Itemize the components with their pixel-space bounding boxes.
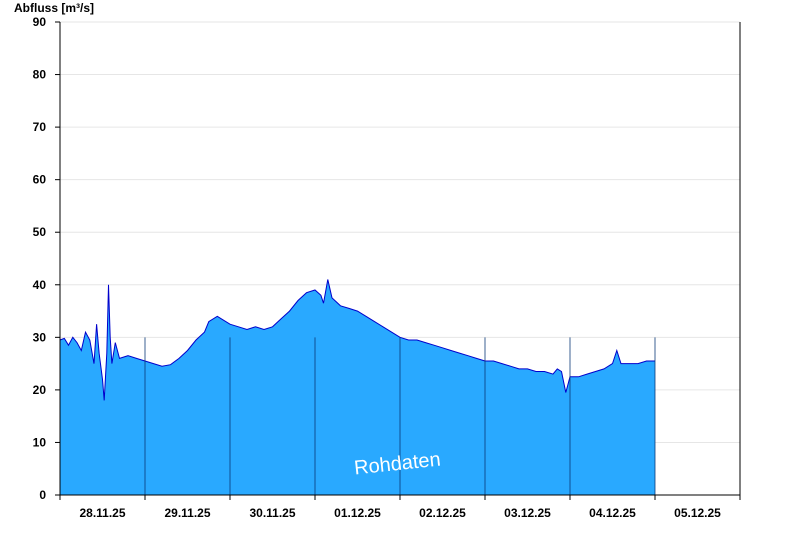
x-tick-label: 02.12.25 [419, 506, 466, 520]
y-tick-label: 60 [33, 173, 47, 187]
y-tick-label: 30 [33, 330, 47, 344]
x-tick-label: 29.11.25 [164, 506, 210, 520]
x-tick-label: 05.12.25 [674, 506, 721, 520]
y-tick-label: 70 [33, 120, 47, 134]
y-tick-label: 80 [33, 68, 47, 82]
x-tick-label: 30.11.25 [249, 506, 295, 520]
x-tick-label: 04.12.25 [589, 506, 636, 520]
y-tick-label: 0 [39, 488, 46, 502]
y-tick-label: 40 [33, 278, 47, 292]
series-line [59, 279, 655, 401]
x-tick-label: 03.12.25 [504, 506, 551, 520]
x-tick-label: 01.12.25 [334, 506, 381, 520]
x-tick-label: 28.11.25 [79, 506, 125, 520]
y-tick-label: 20 [33, 383, 47, 397]
y-tick-label: 50 [33, 225, 47, 239]
y-tick-label: 90 [33, 15, 47, 29]
series-area [60, 279, 655, 495]
y-axis-label: Abfluss [m³/s] [14, 1, 95, 15]
y-tick-label: 10 [33, 435, 47, 449]
